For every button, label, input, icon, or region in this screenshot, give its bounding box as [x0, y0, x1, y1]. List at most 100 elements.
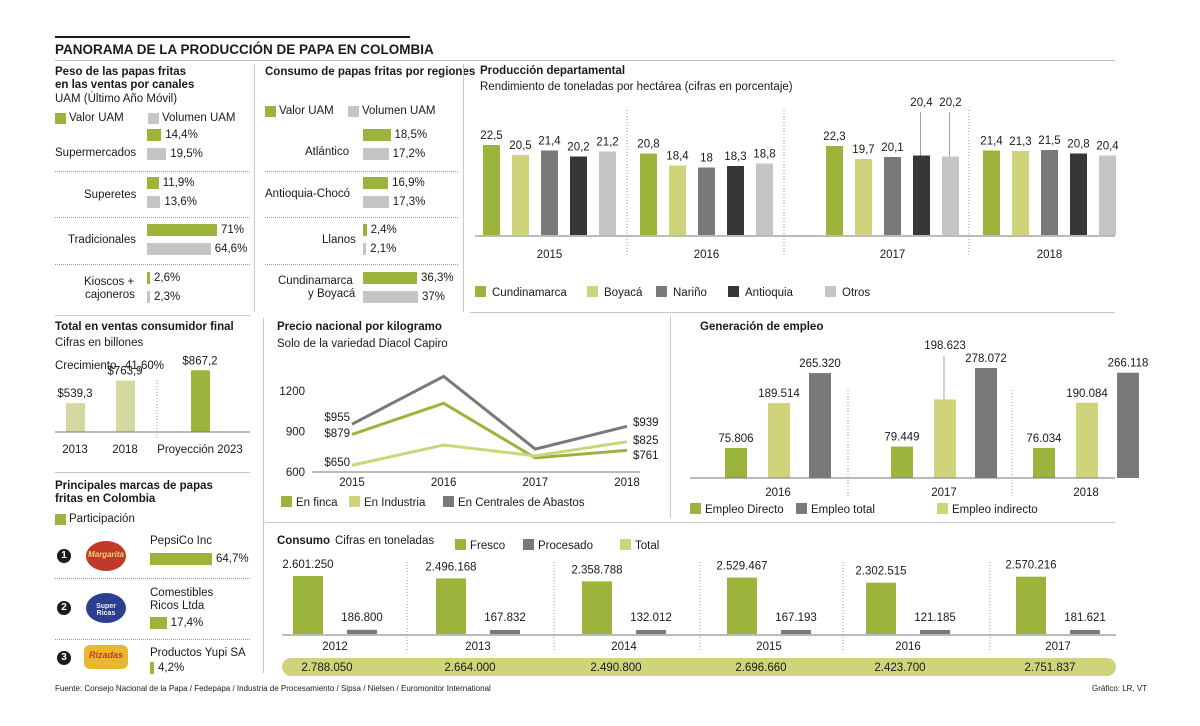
consumo-procesado-label: 167.193	[775, 612, 817, 624]
ventas-value-label: $539,3	[57, 388, 92, 400]
consumo-bar-procesado	[636, 630, 666, 634]
rizadas-logo-icon: Rizadas	[84, 645, 128, 669]
precio-start-label: $879	[324, 428, 350, 440]
dept-value-label: 19,7	[852, 144, 874, 156]
canales-value-volumen: 19,5%	[170, 148, 203, 160]
empleo-bar-1	[1076, 402, 1098, 478]
super-ricas-logo-text: Super Ricas	[96, 603, 116, 617]
ventas-bottom-divider	[55, 472, 250, 473]
regiones-label-cund-2: y Boyacá	[308, 288, 356, 300]
marca-bar	[150, 553, 212, 565]
marca-rank-3: 3	[57, 651, 71, 665]
consumo-procesado-label: 121.185	[914, 612, 956, 624]
dept-bar-narino	[884, 157, 901, 235]
dept-value-label: 18,3	[724, 151, 746, 163]
marcas-legend: Participación	[69, 513, 135, 525]
canales-label-kioscos-1: Kioscos +	[84, 276, 135, 288]
middle-divider	[265, 522, 1115, 523]
consumo-fresco-label: 2.358.788	[571, 564, 622, 576]
consumo-legend-1: Procesado	[538, 540, 593, 552]
empleo-bar-2	[975, 368, 997, 478]
consumo-total-label: 2.751.837	[1024, 662, 1075, 674]
regiones-bar-valor	[363, 224, 367, 236]
regiones-legend-valor-swatch	[265, 106, 276, 117]
regiones-value-volumen: 17,2%	[392, 148, 426, 160]
consumo-total-band	[282, 658, 1116, 676]
dept-value-label: 21,2	[596, 137, 618, 149]
precio-line-1	[351, 440, 628, 467]
regiones-value-valor: 36,3%	[420, 272, 454, 284]
canales-label-supermercados: Supermercados	[55, 147, 137, 159]
dept-value-label: 20,1	[881, 142, 903, 154]
dept-value-label: 20,2	[939, 97, 961, 109]
consumo-legend-0: Fresco	[470, 540, 505, 552]
precio-legend-0: En finca	[296, 497, 338, 509]
canales-legend-volumen-swatch	[148, 113, 159, 124]
regiones-bar-valor	[363, 129, 391, 141]
canales-divider-2	[55, 217, 250, 218]
empleo-value-label: 198.623	[924, 340, 966, 352]
regiones-bar-volumen	[363, 148, 389, 160]
regiones-label-llanos: Llanos	[322, 234, 356, 246]
consumo-bar-fresco	[1016, 576, 1046, 634]
canales-bar-volumen	[147, 196, 161, 208]
regiones-divider-2	[265, 217, 458, 218]
regiones-divider-3	[265, 264, 458, 265]
dept-value-label: 20,5	[509, 140, 531, 152]
dept-bar-narino	[541, 150, 558, 235]
ventas-value-label: $867,2	[182, 355, 217, 367]
dept-year-label: 2017	[880, 249, 906, 261]
marcas-divider-2	[55, 639, 250, 640]
precio-chart: 600 900 1200 2015 2016 2017 2018 $879 $650 $955 $7…	[279, 374, 659, 509]
canales-bar-valor	[147, 224, 217, 236]
dept-value-label: 21,4	[980, 136, 1003, 148]
dept-legend-swatch-boyaca	[587, 286, 598, 297]
precio-title: Precio nacional por kilogramo	[277, 321, 442, 333]
empleo-bar-1	[934, 399, 956, 478]
empleo-chart: 75.806 189.514 265.320 2016 79.449 198.623278…	[690, 340, 1148, 516]
consumo-legend-swatch-1	[523, 539, 534, 550]
consumo-bar-fresco	[582, 581, 612, 634]
empleo-value-label: 76.034	[1026, 433, 1062, 445]
canales-divider-3	[55, 264, 250, 265]
precio-y-tick: 600	[286, 467, 305, 479]
consumo-procesado-label: 132.012	[630, 612, 672, 624]
rizadas-logo-text: Rizadas	[88, 650, 123, 660]
precio-x-tick: 2018	[614, 477, 640, 489]
consumo-legend-2: Total	[635, 540, 659, 552]
empleo-bar-0	[725, 448, 747, 478]
consumo-year-label: 2015	[756, 641, 782, 653]
empleo-bar-1	[768, 403, 790, 478]
precio-line-0	[351, 401, 628, 460]
marca-rank-1: 1	[57, 549, 71, 563]
canales-value-valor: 14,4%	[165, 129, 198, 141]
consumo-procesado-label: 181.621	[1064, 612, 1106, 624]
consumo-bar-procesado	[490, 630, 520, 634]
marca-name-1: PepsiCo Inc	[150, 535, 213, 547]
canales-label-kioscos-2: cajoneros	[85, 289, 135, 301]
ventas-category-label: 2013	[62, 444, 88, 456]
precio-y-tick: 900	[286, 427, 305, 439]
empleo-legend-swatch-1	[937, 503, 948, 514]
consumo-year-label: 2012	[322, 641, 348, 653]
marca-name-3: Productos Yupi SA	[150, 647, 246, 659]
dept-legend-swatch-antioquia	[728, 286, 739, 297]
dept-bar-otros	[756, 163, 773, 235]
regiones-bar-valor	[363, 177, 389, 189]
dept-legend-swatch-narino	[656, 286, 667, 297]
dept-year-label: 2016	[694, 249, 720, 261]
canales-bar-valor	[147, 272, 150, 284]
ventas-value-label: $763,9	[107, 366, 142, 378]
canales-divider-1	[55, 171, 250, 172]
consumo-year-label: 2017	[1045, 641, 1071, 653]
dept-legend-narino: Nariño	[673, 287, 707, 299]
dept-year-label: 2018	[1037, 249, 1063, 261]
consumo-subtitle: Cifras en toneladas	[335, 535, 435, 547]
canales-bar-volumen	[147, 291, 150, 303]
empleo-title: Generación de empleo	[700, 321, 824, 333]
dept-bar-otros	[599, 151, 616, 235]
dept-bar-cundinamarca	[983, 150, 1000, 235]
ventas-bar	[116, 380, 135, 432]
dept-value-label: 21,5	[1038, 135, 1060, 147]
empleo-value-label: 79.449	[884, 432, 919, 444]
